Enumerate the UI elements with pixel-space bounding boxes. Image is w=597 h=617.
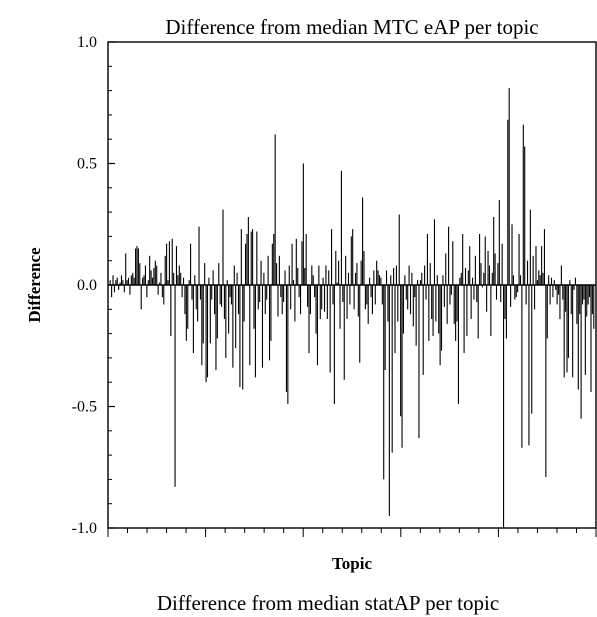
y-tick-label: 1.0 [77, 34, 97, 51]
y-tick-label: -0.5 [72, 399, 97, 416]
bar-series [109, 88, 595, 528]
y-axis-label: Difference [25, 247, 44, 323]
x-axis-label: Topic [332, 554, 372, 573]
chart-subtitle: Difference from median statAP per topic [157, 591, 499, 615]
chart-title: Difference from median MTC eAP per topic [165, 15, 538, 39]
y-tick-label: 0.0 [77, 277, 97, 294]
y-tick-label: -1.0 [72, 520, 97, 537]
y-tick-label: 0.5 [77, 156, 97, 173]
y-axis-ticks: 1.0 0.5 0.0 -0.5 -1.0 [72, 34, 115, 537]
x-axis-ticks [107, 528, 597, 537]
